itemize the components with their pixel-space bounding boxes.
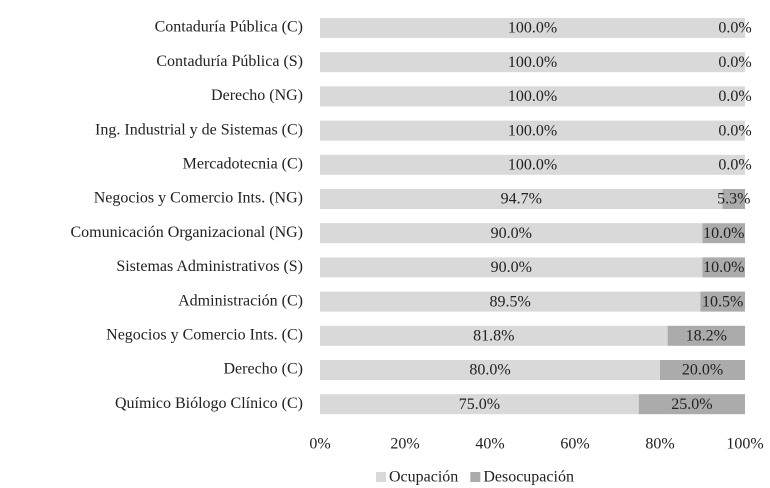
y-tick-label: Químico Biólogo Clínico (C) (115, 395, 303, 412)
y-tick-label: Negocios y Comercio Ints. (C) (106, 326, 303, 343)
x-tick-label: 40% (475, 436, 504, 453)
x-tick-label: 100% (726, 436, 763, 453)
data-label: 100.0% (508, 20, 557, 37)
data-label: 89.5% (490, 293, 531, 310)
bar-segment (320, 86, 745, 107)
data-label: 90.0% (491, 225, 532, 242)
x-tick-label: 20% (390, 436, 419, 453)
y-tick-label: Contaduría Pública (S) (156, 53, 303, 70)
bar-segment (320, 325, 668, 346)
legend-swatch (470, 472, 481, 482)
legend-swatch (376, 472, 386, 482)
bar-segment (320, 189, 723, 209)
bar-segment (320, 154, 745, 175)
y-tick-label: Ing. Industrial y de Sistemas (C) (95, 121, 303, 138)
x-tick-label: 80% (645, 436, 674, 453)
data-label: 10.0% (703, 225, 744, 242)
data-label: 90.0% (491, 259, 532, 276)
bar-segment (667, 325, 745, 346)
bar-segment (320, 257, 703, 278)
bar-segment (722, 189, 745, 209)
legend-label: Desocupación (483, 469, 574, 486)
y-tick-label: Comunicación Organizacional (NG) (70, 224, 303, 241)
data-label: 100.0% (508, 122, 557, 139)
y-tick-label: Negocios y Comercio Ints. (NG) (94, 190, 303, 207)
y-tick-label: Administración (C) (178, 292, 303, 309)
data-label: 10.0% (703, 259, 744, 276)
data-label: 0.0% (718, 54, 751, 71)
data-label: 10.5% (702, 293, 743, 310)
data-label: 0.0% (718, 156, 751, 173)
data-label: 0.0% (718, 88, 751, 105)
data-label: 18.2% (686, 327, 727, 344)
bar-segment (320, 223, 703, 244)
bar-segment (320, 18, 745, 38)
x-tick-label: 60% (560, 436, 589, 453)
y-tick-label: Derecho (C) (223, 361, 303, 378)
bar-segment (320, 360, 660, 380)
data-label: 100.0% (508, 88, 557, 105)
data-label: 75.0% (459, 396, 500, 413)
y-tick-label: Mercadotecnia (C) (183, 155, 303, 172)
bar-segment (638, 394, 745, 415)
y-tick-label: Sistemas Administrativos (S) (116, 258, 303, 275)
data-label: 100.0% (508, 54, 557, 71)
data-label: 80.0% (469, 362, 510, 379)
y-tick-label: Contaduría Pública (C) (155, 19, 303, 36)
bar-segment (702, 257, 745, 278)
y-tick-label: Derecho (NG) (211, 87, 303, 104)
bar-segment (320, 52, 745, 73)
data-label: 0.0% (718, 122, 751, 139)
data-label: 0.0% (718, 20, 751, 37)
data-label: 81.8% (473, 327, 514, 344)
bar-segment (320, 291, 701, 312)
data-label: 25.0% (671, 396, 712, 413)
data-label: 20.0% (682, 362, 723, 379)
bar-segment (660, 360, 745, 380)
bar-segment (702, 223, 745, 244)
bar-segment (320, 394, 639, 415)
legend-label: Ocupación (389, 469, 458, 486)
bar-segment (700, 291, 745, 312)
bar-segment (320, 120, 745, 141)
data-label: 5.3% (717, 191, 750, 208)
x-tick-label: 0% (309, 436, 330, 453)
data-label: 94.7% (501, 191, 542, 208)
data-label: 100.0% (508, 156, 557, 173)
